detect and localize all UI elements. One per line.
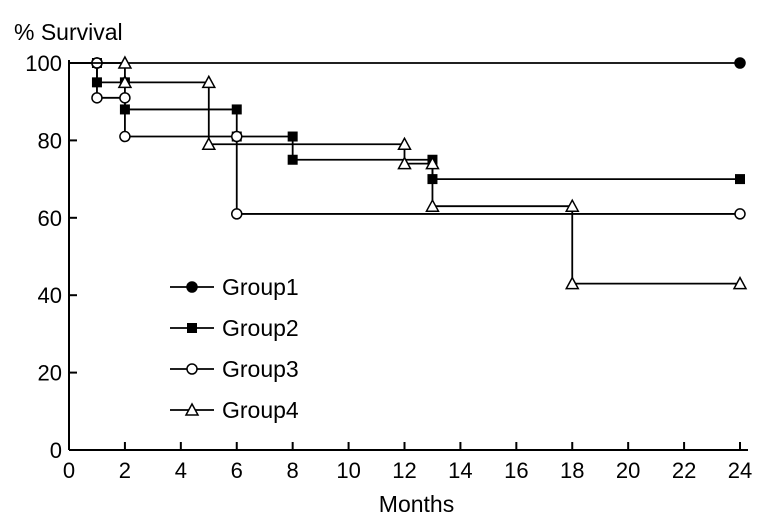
x-tick-label: 6 — [231, 458, 243, 483]
x-tick-label: 0 — [63, 458, 75, 483]
data-point — [186, 363, 198, 375]
legend-label: Group1 — [222, 274, 299, 300]
data-point — [186, 281, 198, 293]
x-tick-label: 20 — [616, 458, 640, 483]
x-tick-label: 14 — [448, 458, 472, 483]
data-point — [231, 104, 242, 115]
x-axis-title: Months — [379, 491, 454, 517]
data-point — [231, 208, 243, 220]
data-point — [201, 136, 217, 151]
y-tick-label: 0 — [50, 438, 62, 463]
x-tick-label: 4 — [175, 458, 187, 483]
legend-label: Group4 — [222, 397, 299, 423]
legend-item: Group3 — [170, 356, 299, 382]
x-tick-label: 24 — [728, 458, 752, 483]
data-point — [734, 57, 746, 69]
series-group3 — [69, 57, 746, 220]
series-line — [69, 62, 740, 285]
legend-item: Group2 — [170, 315, 299, 341]
data-point — [735, 174, 745, 185]
data-point — [732, 276, 748, 290]
data-point — [397, 136, 412, 151]
legend-label: Group3 — [222, 356, 299, 382]
data-point — [397, 156, 412, 170]
data-point — [117, 55, 133, 69]
series-group4 — [69, 55, 748, 290]
legend: Group1 Group2 Group3 Group4 — [170, 274, 299, 423]
data-point — [425, 156, 440, 170]
data-point — [231, 130, 243, 143]
data-point — [564, 276, 580, 290]
data-point — [425, 198, 440, 212]
y-tick-label: 80 — [38, 128, 62, 153]
x-tick-label: 22 — [672, 458, 696, 483]
data-point — [734, 208, 746, 220]
data-point — [287, 131, 298, 142]
data-point — [119, 92, 131, 104]
legend-label: Group2 — [222, 315, 299, 341]
y-axis-title: % Survival — [14, 19, 123, 45]
data-point — [91, 92, 103, 104]
data-point — [564, 198, 580, 212]
data-point — [187, 323, 197, 333]
y-tick-label: 20 — [38, 361, 62, 386]
series-line — [69, 62, 740, 215]
legend-item: Group1 — [170, 274, 299, 300]
x-tick-label: 18 — [560, 458, 584, 483]
x-tick-label: 2 — [119, 458, 131, 483]
data-point — [117, 74, 133, 89]
series-group — [69, 55, 748, 290]
data-point — [184, 402, 200, 416]
x-tick-label: 8 — [287, 458, 299, 483]
y-tick-label: 60 — [38, 206, 62, 231]
legend-item: Group4 — [170, 397, 299, 423]
y-tick-label: 100 — [25, 51, 62, 76]
x-tick-label: 16 — [504, 458, 528, 483]
data-point — [287, 154, 298, 165]
y-tick-label: 40 — [38, 283, 62, 308]
x-tick-label: 10 — [336, 458, 360, 483]
data-point — [201, 74, 217, 89]
data-point — [119, 130, 131, 143]
x-tick-label: 12 — [392, 458, 416, 483]
series-group1 — [69, 57, 746, 69]
